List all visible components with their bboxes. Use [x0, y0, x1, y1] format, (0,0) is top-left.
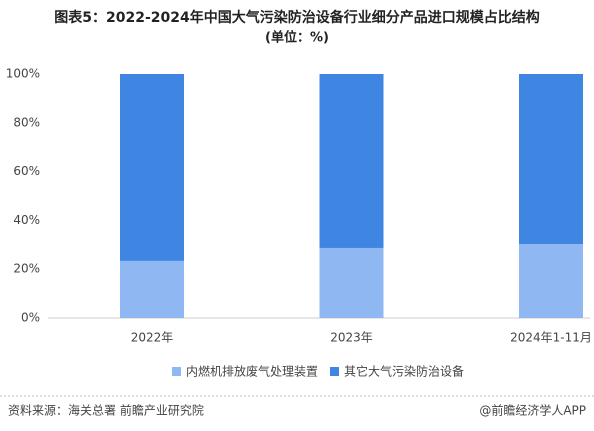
y-tick-label: 20%: [13, 262, 40, 276]
y-tick-label: 100%: [6, 67, 40, 81]
credit: @前瞻经济学人APP: [479, 403, 586, 418]
bar-segment: [319, 74, 384, 248]
legend-label: 内燃机排放废气处理装置: [186, 364, 318, 379]
bar-segment: [319, 247, 384, 318]
chart-title: 图表5：2022-2024年中国大气污染防治设备行业细分产品进口规模占比结构: [54, 9, 539, 26]
y-tick-label: 0%: [21, 311, 40, 325]
y-tick-label: 40%: [13, 213, 40, 227]
x-tick-label: 2024年1-11月: [510, 331, 592, 345]
x-tick-label: 2023年: [330, 331, 373, 345]
bar-segment: [519, 244, 583, 318]
bar-segment: [120, 74, 184, 261]
legend-label: 其它大气污染防治设备: [344, 364, 464, 379]
legend-swatch: [330, 367, 339, 376]
bar-segment: [519, 74, 583, 245]
bar-segment: [120, 260, 184, 318]
source: 资料来源：海关总署 前瞻产业研究院: [8, 403, 204, 418]
y-tick-label: 80%: [13, 115, 40, 129]
y-tick-label: 60%: [13, 164, 40, 178]
x-tick-label: 2022年: [131, 331, 174, 345]
legend-swatch: [172, 367, 181, 376]
chart-subtitle: (单位：%): [265, 30, 329, 46]
